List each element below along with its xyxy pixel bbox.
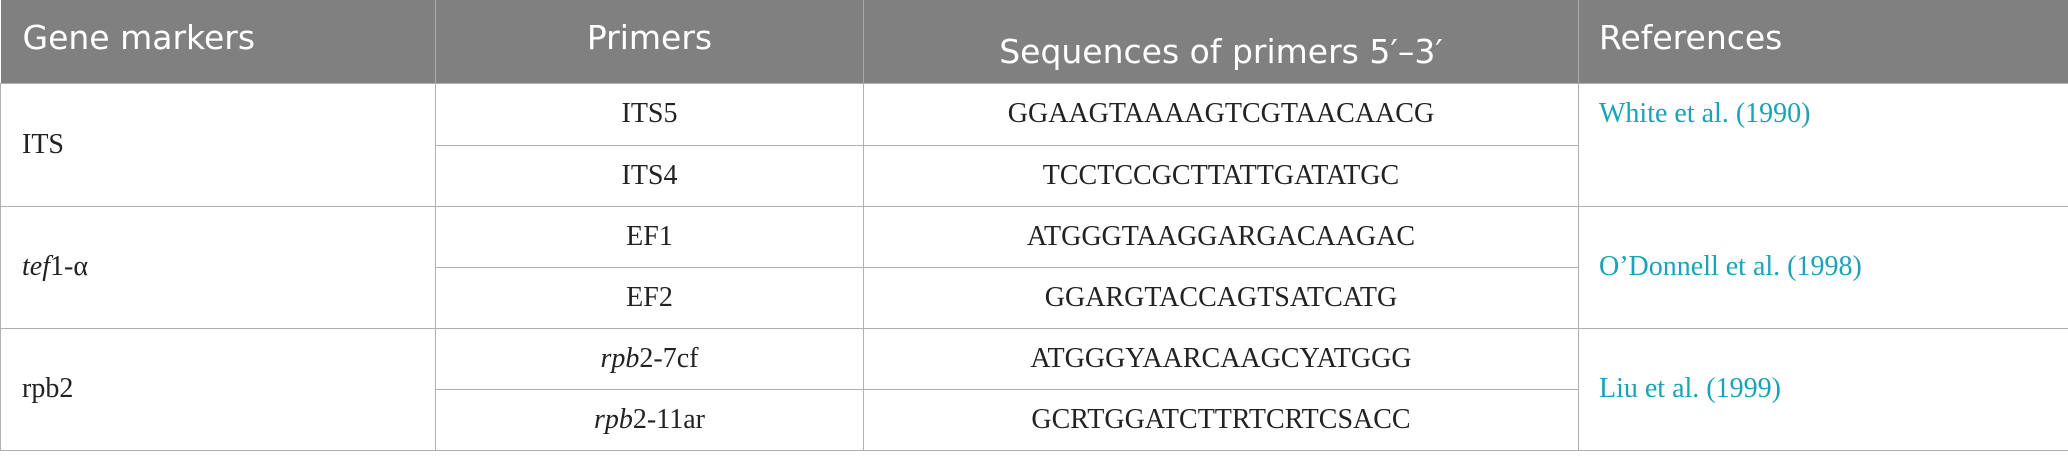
sequence-cell: GGAAGTAAAAGTCGTAACAACG <box>863 82 1579 146</box>
header-sequences: Sequences of primers 5′–3′ <box>863 0 1579 83</box>
primer-text: 2-7cf <box>639 342 699 374</box>
sequence-cell: GCRTGGATCTTRTCRTCSACC <box>863 388 1579 451</box>
gene-marker-text: 1-α <box>50 251 88 282</box>
gene-marker-text: ITS <box>22 128 64 160</box>
primer-text: 2-11ar <box>632 403 705 435</box>
primer-cell: rpb2-11ar <box>435 388 864 451</box>
header-primers: Primers <box>435 0 864 83</box>
primer-text: ITS5 <box>621 98 678 129</box>
header-references: References <box>1578 0 2068 83</box>
sequence-cell: GGARGTACCAGTSATCATG <box>863 266 1579 329</box>
primer-italic: rpb <box>594 403 633 435</box>
table-row: tef1-α EF1 ATGGGTAAGGARGACAAGAC O’Donnel… <box>0 205 2068 329</box>
sequence-cell: ATGGGTAAGGARGACAAGAC <box>863 205 1579 268</box>
gene-marker-cell: tef1-α <box>0 205 436 329</box>
header-row: Gene markers Primers Sequences of primer… <box>0 0 2068 83</box>
primer-table: Gene markers Primers Sequences of primer… <box>0 0 2068 451</box>
primer-text: ITS4 <box>621 159 678 191</box>
gene-marker-cell: ITS <box>0 82 436 207</box>
table-row: ITS ITS5 GGAAGTAAAAGTCGTAACAACG White et… <box>0 82 2068 207</box>
header-gene-markers: Gene markers <box>0 0 436 83</box>
sequence-cell: TCCTCCGCTTATTGATATGC <box>863 144 1579 207</box>
gene-marker-text: rpb2 <box>22 373 74 404</box>
primer-cell: rpb2-7cf <box>435 327 864 390</box>
primer-cell: EF1 <box>435 205 864 268</box>
gene-marker-italic: tef <box>22 251 50 282</box>
sequence-cell: ATGGGYAARCAAGCYATGGG <box>863 327 1579 390</box>
primer-cell: ITS5 <box>435 82 864 146</box>
reference-link[interactable]: Liu et al. (1999) <box>1578 327 2068 451</box>
primer-cell: ITS4 <box>435 144 864 207</box>
reference-link[interactable]: White et al. (1990) <box>1578 82 2068 207</box>
table-row: rpb2 rpb2-7cf ATGGGYAARCAAGCYATGGG Liu e… <box>0 327 2068 451</box>
primer-text: EF1 <box>626 220 673 252</box>
table-row: ITS4 TCCTCCGCTTATTGATATGC <box>1 144 2068 207</box>
primer-italic: rpb <box>600 342 640 374</box>
reference-link[interactable]: O’Donnell et al. (1998) <box>1578 205 2068 329</box>
gene-marker-cell: rpb2 <box>0 327 436 451</box>
table-row: rpb2-11ar GCRTGGATCTTRTCRTCSACC <box>1 388 2068 451</box>
primer-cell: EF2 <box>435 266 864 329</box>
primer-text: EF2 <box>626 281 673 313</box>
